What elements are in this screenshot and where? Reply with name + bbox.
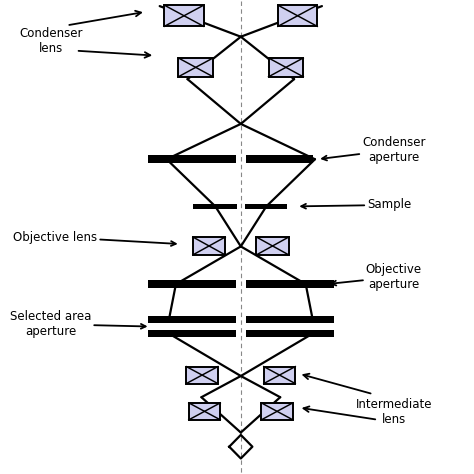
Bar (246, 280, 334, 288)
Text: Objective
aperture: Objective aperture (331, 263, 422, 291)
Bar (178, 58, 213, 77)
Bar (147, 155, 236, 164)
Bar (189, 403, 220, 420)
Bar (264, 366, 295, 383)
Text: Condenser
aperture: Condenser aperture (322, 136, 426, 164)
Bar (193, 237, 225, 255)
Bar (147, 280, 236, 288)
Bar (147, 330, 236, 337)
Text: Sample: Sample (301, 199, 411, 211)
Bar (245, 203, 287, 209)
Bar (186, 366, 218, 383)
Text: Condenser
lens: Condenser lens (19, 27, 82, 55)
Bar (192, 203, 237, 209)
Bar (246, 155, 313, 164)
Bar (268, 58, 303, 77)
Bar (246, 316, 334, 323)
Bar (246, 330, 334, 337)
Bar (278, 5, 317, 27)
Bar (164, 5, 204, 27)
Bar (261, 403, 293, 420)
Text: Objective lens: Objective lens (13, 230, 176, 246)
Bar (256, 237, 289, 255)
Bar (147, 316, 236, 323)
Text: Intermediate
lens: Intermediate lens (356, 398, 432, 426)
Text: Selected area
aperture: Selected area aperture (10, 310, 146, 338)
